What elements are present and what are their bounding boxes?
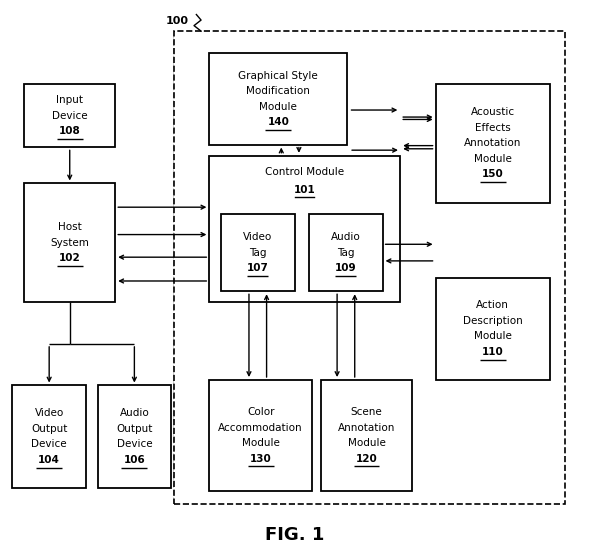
Bar <box>209 53 348 145</box>
Text: 102: 102 <box>59 254 81 264</box>
Bar <box>435 278 550 380</box>
Bar <box>174 31 565 504</box>
Text: 100: 100 <box>166 16 188 26</box>
Text: Description: Description <box>463 316 522 326</box>
Text: Device: Device <box>31 440 67 450</box>
Text: Output: Output <box>31 424 67 434</box>
Text: Input: Input <box>56 95 83 105</box>
Text: Output: Output <box>116 424 153 434</box>
Text: Module: Module <box>474 154 512 164</box>
Text: Graphical Style: Graphical Style <box>239 70 318 80</box>
Bar <box>24 183 115 302</box>
Text: Host: Host <box>58 223 82 233</box>
Text: Module: Module <box>474 331 512 341</box>
Text: Color: Color <box>247 407 274 417</box>
Text: 110: 110 <box>482 347 504 357</box>
Text: 107: 107 <box>247 263 269 273</box>
Bar <box>12 386 86 488</box>
Text: Accommodation: Accommodation <box>219 422 303 432</box>
Text: FIG. 1: FIG. 1 <box>265 526 324 544</box>
Bar <box>221 214 294 291</box>
Bar <box>309 214 383 291</box>
Text: Module: Module <box>259 102 297 112</box>
Text: 108: 108 <box>59 126 81 136</box>
Bar <box>321 380 412 491</box>
Text: Control Module: Control Module <box>265 167 345 177</box>
Text: 104: 104 <box>38 455 60 465</box>
Text: Video: Video <box>35 408 64 418</box>
Text: Effects: Effects <box>475 123 511 133</box>
Text: 130: 130 <box>250 453 272 463</box>
Text: Modification: Modification <box>246 86 310 96</box>
Text: System: System <box>50 238 89 248</box>
Text: Scene: Scene <box>350 407 382 417</box>
Text: Acoustic: Acoustic <box>471 107 515 117</box>
Text: 106: 106 <box>124 455 145 465</box>
Text: Action: Action <box>477 300 509 310</box>
Text: Module: Module <box>241 438 280 448</box>
Text: 109: 109 <box>335 263 357 273</box>
Text: Audio: Audio <box>120 408 149 418</box>
Text: Device: Device <box>117 440 152 450</box>
Text: Module: Module <box>348 438 385 448</box>
Bar <box>209 380 312 491</box>
Text: 140: 140 <box>267 117 289 127</box>
Text: 150: 150 <box>482 169 504 179</box>
Text: Audio: Audio <box>331 232 361 242</box>
Text: Tag: Tag <box>337 248 355 258</box>
Bar <box>435 84 550 203</box>
Text: Device: Device <box>52 110 88 120</box>
Bar <box>209 156 401 302</box>
Text: Video: Video <box>243 232 272 242</box>
Bar <box>24 84 115 148</box>
Text: 101: 101 <box>294 185 316 195</box>
Bar <box>98 386 171 488</box>
Text: Annotation: Annotation <box>464 138 521 148</box>
Text: 120: 120 <box>356 453 378 463</box>
Text: Tag: Tag <box>249 248 267 258</box>
Text: Annotation: Annotation <box>338 422 395 432</box>
